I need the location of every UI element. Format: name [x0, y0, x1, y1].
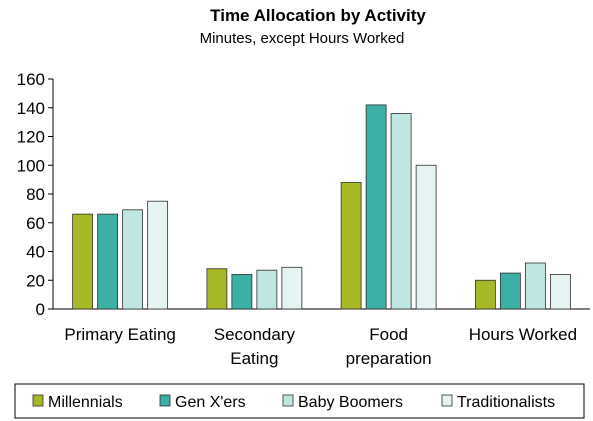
bar-millennials [206, 268, 228, 310]
x-category-label: Hours Worked [469, 325, 577, 344]
y-tick-label: 100 [17, 156, 45, 175]
x-category-label: Eating [230, 349, 278, 368]
y-tick-label: 140 [17, 99, 45, 118]
y-tick-label: 60 [26, 214, 45, 233]
legend-label: Gen X'ers [175, 394, 246, 411]
x-category-label: Secondary [214, 325, 296, 344]
y-tick-label: 120 [17, 128, 45, 147]
y-tick-label: 160 [17, 70, 45, 89]
x-category-label: Primary Eating [64, 325, 175, 344]
bar-baby-boomers [256, 269, 278, 310]
bar-traditionalists [549, 274, 571, 310]
bars [72, 104, 571, 310]
legend-swatch [159, 394, 171, 407]
bar-gen-x-ers [231, 274, 253, 310]
bar-baby-boomers [390, 113, 412, 310]
bar-traditionalists [147, 200, 169, 310]
chart-subtitle: Minutes, except Hours Worked [200, 30, 405, 47]
x-category-label: preparation [346, 349, 432, 368]
bar-millennials [72, 213, 94, 310]
y-tick-label: 80 [26, 185, 45, 204]
y-tick-label: 0 [36, 300, 45, 319]
category-labels: Primary Eating Secondary Eating Food prepara… [64, 325, 577, 368]
bar-millennials [340, 182, 362, 310]
chart-title: Time Allocation by Activity [210, 6, 426, 25]
axes: 0 20 40 60 80 100 120 140 160 [17, 70, 590, 319]
bar-traditionalists [281, 266, 303, 310]
legend-label: Millennials [48, 394, 123, 411]
bar-gen-x-ers [499, 272, 521, 310]
legend-box [14, 383, 585, 419]
bar-baby-boomers [524, 262, 546, 310]
legend-swatch [282, 394, 294, 407]
legend-label: Baby Boomers [298, 394, 403, 411]
y-tick-label: 20 [26, 271, 45, 290]
legend-swatch [441, 394, 453, 407]
y-tick-label: 40 [26, 243, 45, 262]
bar-gen-x-ers [365, 104, 387, 310]
x-category-label: Food [369, 325, 408, 344]
legend-swatch [32, 394, 44, 407]
bar-millennials [474, 279, 496, 310]
bar-gen-x-ers [97, 213, 119, 310]
bar-baby-boomers [122, 209, 144, 310]
bar-traditionalists [415, 164, 437, 310]
legend: Millennials Gen X'ers Baby Boomers Traditio… [14, 383, 585, 419]
legend-label: Traditionalists [457, 394, 555, 411]
